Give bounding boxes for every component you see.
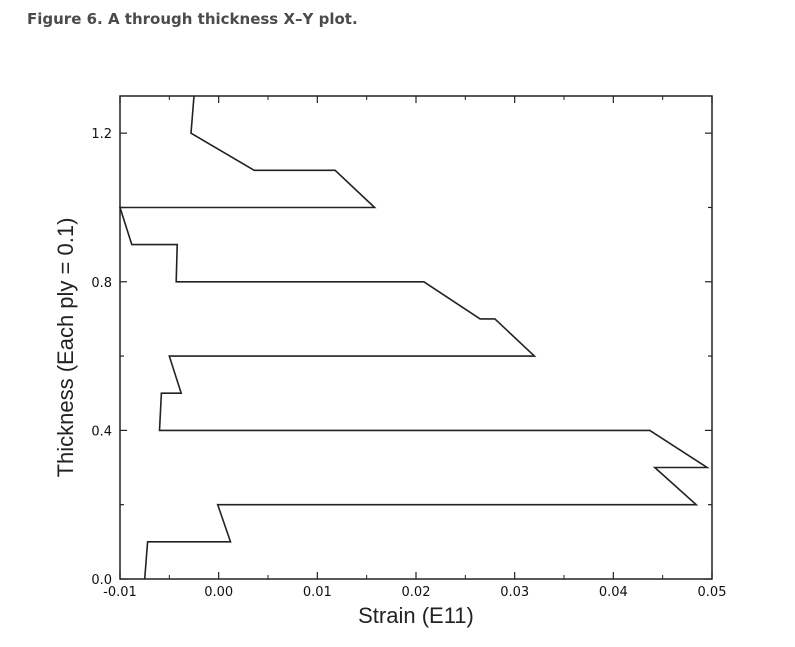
y-axis-label: Thickness (Each ply = 0.1) bbox=[53, 218, 78, 478]
x-tick-label: -0.01 bbox=[103, 585, 137, 600]
x-tick-label: 0.05 bbox=[698, 585, 727, 600]
x-tick-label: 0.02 bbox=[402, 585, 431, 600]
x-tick-label: 0.04 bbox=[599, 585, 628, 600]
y-tick-label: 0.8 bbox=[91, 276, 112, 291]
axis-ticks bbox=[119, 96, 713, 580]
x-tick-label: 0.00 bbox=[204, 585, 233, 600]
plot-area bbox=[118, 95, 710, 580]
x-tick-label: 0.01 bbox=[303, 585, 332, 600]
x-axis-label: Strain (E11) bbox=[358, 603, 474, 628]
y-tick-label: 0.4 bbox=[91, 424, 112, 439]
strain-series-line bbox=[118, 95, 710, 580]
tick-labels: -0.01 0.00 0.01 0.02 0.03 0.04 0.05 0.0 0.4 0.8 1.… bbox=[91, 127, 726, 600]
plot-frame bbox=[119, 95, 713, 580]
x-tick-label: 0.03 bbox=[500, 585, 529, 600]
y-tick-label: 1.2 bbox=[91, 127, 112, 142]
figure-caption: Figure 6. A through thickness X–Y plot. bbox=[27, 10, 358, 28]
y-tick-label: 0.0 bbox=[91, 573, 112, 588]
